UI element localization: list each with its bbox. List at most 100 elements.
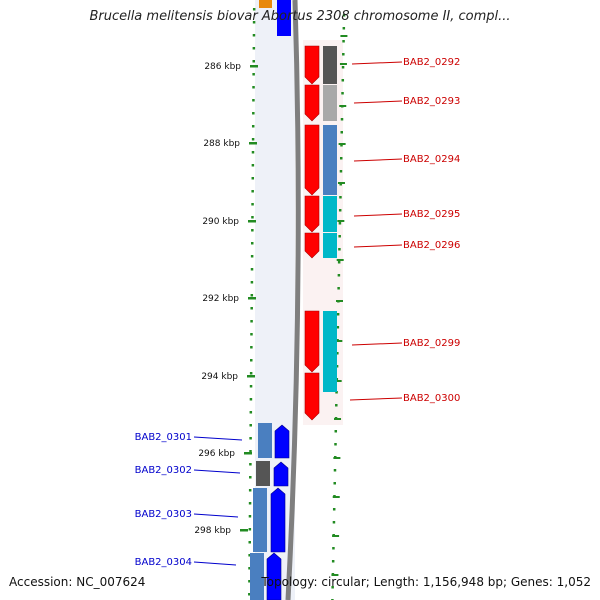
minor-tick <box>249 411 253 414</box>
minor-tick <box>338 248 341 251</box>
topology-summary: Topology: circular; Length: 1,156,948 bp… <box>261 575 591 589</box>
cog-category-block <box>250 553 264 600</box>
gene-label-forward: BAB2_0294 <box>403 154 460 165</box>
minor-tick <box>248 515 252 518</box>
minor-tick <box>251 190 254 193</box>
minor-tick <box>249 450 252 453</box>
gene-arrow-reverse <box>274 424 290 459</box>
gene-label-leader <box>353 100 403 104</box>
minor-tick <box>250 359 253 362</box>
minor-tick <box>342 53 345 56</box>
gene-label-leader <box>353 213 403 217</box>
gene-label-leader <box>193 436 243 441</box>
minor-tick <box>341 79 345 82</box>
gene-label-forward: BAB2_0292 <box>403 57 460 68</box>
gene-arrow-forward <box>304 45 320 85</box>
gene-label-leader <box>193 469 241 474</box>
minor-tick <box>341 66 345 69</box>
minor-tick <box>336 326 340 329</box>
minor-tick <box>248 541 251 544</box>
minor-tick <box>252 60 255 63</box>
scale-tick <box>250 65 258 68</box>
minor-tick <box>252 21 256 24</box>
minor-tick <box>336 313 340 316</box>
gene-label-reverse: BAB2_0303 <box>135 509 192 520</box>
gene-arrow-forward <box>304 124 320 196</box>
cog-category-block <box>323 311 337 392</box>
gene-arrow-reverse <box>277 0 291 36</box>
gene-arrow-forward <box>304 84 320 122</box>
minor-tick <box>252 99 255 102</box>
gene-arrow-forward <box>304 372 320 421</box>
scale-label: 296 kbp <box>198 449 235 459</box>
scale-label: 298 kbp <box>194 526 231 536</box>
minor-tick <box>332 508 336 511</box>
gene-label-forward: BAB2_0293 <box>403 96 460 107</box>
cog-category-block <box>323 46 337 84</box>
minor-tick <box>249 372 253 375</box>
minor-tick <box>342 14 346 17</box>
accession-label: Accession: NC_007624 <box>9 575 146 589</box>
minor-tick <box>250 268 254 271</box>
minor-tick <box>332 521 336 524</box>
gene-label-leader <box>353 244 403 248</box>
minor-tick <box>339 157 343 160</box>
major-tick <box>333 457 341 459</box>
minor-tick <box>336 352 339 355</box>
minor-tick <box>249 437 252 440</box>
minor-tick <box>337 274 341 277</box>
major-tick <box>338 143 346 145</box>
minor-tick <box>252 8 256 11</box>
cog-category-block <box>323 196 337 232</box>
minor-tick <box>248 554 251 557</box>
gene-arrow-reverse <box>273 461 289 487</box>
scale-label: 290 kbp <box>202 217 239 227</box>
minor-tick <box>249 385 253 388</box>
gene-label-leader <box>353 158 403 162</box>
minor-tick <box>335 365 339 368</box>
minor-tick <box>249 424 252 427</box>
minor-tick <box>249 398 253 401</box>
gene-arrow-forward <box>304 195 320 233</box>
minor-tick <box>249 463 252 466</box>
minor-tick <box>248 489 252 492</box>
scale-tick <box>248 220 256 223</box>
minor-tick <box>251 229 254 232</box>
minor-tick <box>338 235 341 238</box>
major-tick <box>337 220 345 222</box>
minor-tick <box>252 112 255 115</box>
scale-label: 292 kbp <box>202 294 239 304</box>
minor-tick <box>251 203 254 206</box>
minor-tick <box>337 287 340 290</box>
minor-tick <box>340 131 343 134</box>
minor-tick <box>248 528 252 531</box>
major-tick <box>335 340 343 342</box>
major-tick <box>334 418 342 420</box>
minor-tick <box>331 560 335 563</box>
gene-label-forward: BAB2_0295 <box>403 209 460 220</box>
gene-label-leader <box>193 513 239 518</box>
major-tick <box>334 380 342 382</box>
minor-tick <box>342 27 346 30</box>
map-title: Brucella melitensis biovar Abortus 2308 … <box>89 9 511 24</box>
major-tick <box>332 496 340 498</box>
minor-tick <box>248 580 251 583</box>
minor-tick <box>250 320 253 323</box>
gene-orange-segment <box>259 0 272 8</box>
gene-arrow-forward <box>304 232 320 259</box>
scale-tick <box>247 375 255 378</box>
scale-label: 294 kbp <box>201 372 238 382</box>
minor-tick <box>252 47 256 50</box>
minor-tick <box>335 404 338 407</box>
gene-label-leader <box>351 342 403 346</box>
minor-tick <box>250 333 253 336</box>
minor-tick <box>251 164 255 167</box>
minor-tick <box>250 242 254 245</box>
gene-label-leader <box>351 61 403 65</box>
minor-tick <box>338 209 342 212</box>
major-tick <box>336 300 343 302</box>
scale-tick <box>240 529 248 532</box>
minor-tick <box>251 125 255 128</box>
scale-label: 286 kbp <box>204 62 241 72</box>
